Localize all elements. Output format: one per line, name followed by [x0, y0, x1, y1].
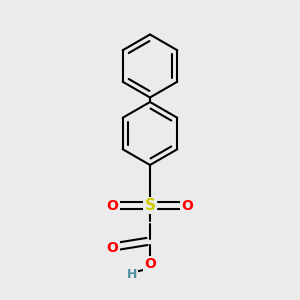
Text: O: O — [182, 199, 194, 212]
Text: O: O — [106, 199, 119, 212]
Text: O: O — [106, 241, 119, 254]
Text: H: H — [127, 268, 137, 281]
Text: O: O — [144, 257, 156, 271]
Text: S: S — [145, 198, 155, 213]
